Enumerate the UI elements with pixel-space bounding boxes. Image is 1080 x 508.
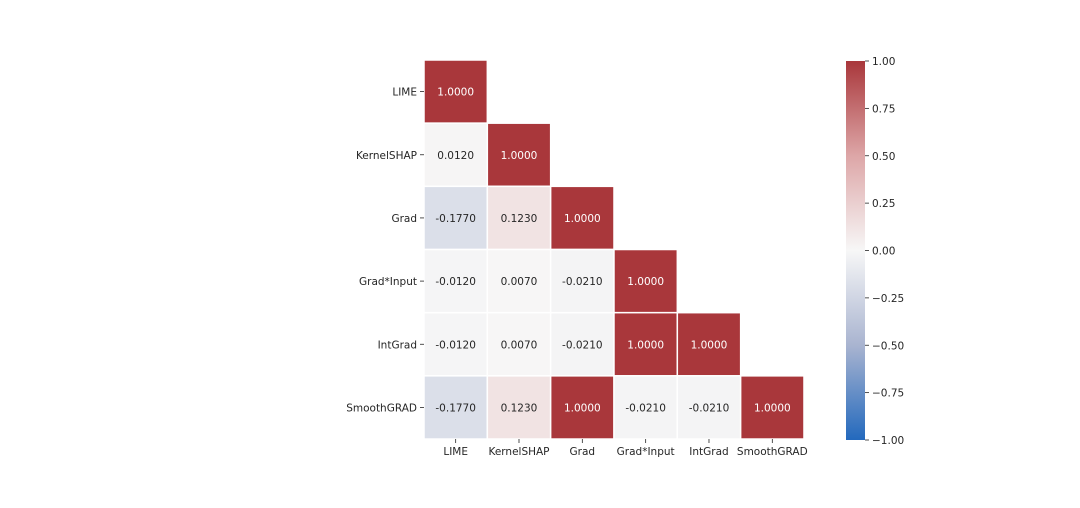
cell-value-label: 1.0000 [437, 87, 474, 99]
heatmap-cell [486, 248, 552, 314]
heatmap-cell [613, 248, 679, 314]
y-tick-label: Grad*Input [359, 276, 417, 288]
colorbar-tick-label: 0.25 [872, 198, 895, 210]
colorbar: 1.00 0.75 0.50 0.25 0.00 −0.25 −0.50 −0.75 −1.00 [846, 56, 904, 447]
heatmap-cell [423, 122, 489, 188]
cell-value-label: -0.0210 [625, 402, 666, 414]
y-tick-label: SmoothGRAD [346, 402, 417, 414]
colorbar-tick-label: −0.50 [872, 340, 904, 352]
cell-value-label: -0.0210 [562, 339, 603, 351]
heatmap-cell [739, 375, 805, 440]
x-tick-label: LIME [443, 446, 468, 458]
heatmap-cells [423, 59, 805, 440]
cell-value-label: 1.0000 [691, 339, 728, 351]
heatmap-cell [549, 375, 615, 440]
colorbar-tick-label: 1.00 [872, 56, 895, 68]
cell-value-label: 0.0070 [501, 339, 538, 351]
cell-value-label: -0.0210 [562, 276, 603, 288]
cell-value-label: 1.0000 [564, 213, 601, 225]
colorbar-tick-label: 0.75 [872, 103, 895, 115]
heatmap-cell [613, 375, 679, 440]
heatmap-cell [486, 375, 552, 440]
x-tick-label: KernelSHAP [488, 446, 549, 458]
cell-value-label: -0.1770 [435, 402, 476, 414]
heatmap-cell [676, 375, 742, 440]
cell-value-label: 1.0000 [564, 402, 601, 414]
cell-value-label: 0.0070 [501, 276, 538, 288]
cell-value-label: -0.0210 [689, 402, 730, 414]
y-tick-label: IntGrad [378, 339, 417, 351]
cell-value-label: 1.0000 [627, 276, 664, 288]
x-tick-label: Grad*Input [617, 446, 675, 458]
y-tick-label: KernelSHAP [356, 150, 417, 162]
cell-value-label: -0.0120 [435, 339, 476, 351]
x-tick-label: SmoothGRAD [737, 446, 808, 458]
colorbar-tick-label: −0.75 [872, 388, 904, 400]
cell-value-label: 1.0000 [501, 150, 538, 162]
heatmap-cell-labels: 1.0000 0.0120 1.0000 -0.1770 0.1230 1.0000 -0.… [435, 87, 790, 415]
x-axis: LIME KernelSHAP Grad Grad*Input IntGrad Smoot… [443, 439, 808, 458]
colorbar-tick-label: −1.00 [872, 435, 904, 447]
heatmap-cell [549, 185, 615, 251]
y-tick-label: LIME [392, 87, 417, 99]
cell-value-label: 0.1230 [501, 213, 538, 225]
heatmap-cell [486, 311, 552, 377]
y-axis: LIME KernelSHAP Grad Grad*Input IntGrad Smoot… [346, 87, 424, 414]
colorbar-tick-label: −0.25 [872, 293, 904, 305]
x-tick-label: Grad [570, 446, 596, 458]
cell-value-label: -0.1770 [435, 213, 476, 225]
cell-value-label: -0.0120 [435, 276, 476, 288]
cell-value-label: 0.1230 [501, 402, 538, 414]
colorbar-tick-label: 0.50 [872, 151, 895, 163]
cell-value-label: 0.0120 [437, 150, 474, 162]
colorbar-tick-label: 0.00 [872, 246, 895, 258]
x-tick-label: IntGrad [689, 446, 728, 458]
heatmap-cell [613, 311, 679, 377]
cell-value-label: 1.0000 [627, 339, 664, 351]
colorbar-gradient [846, 61, 865, 440]
y-tick-label: Grad [391, 213, 417, 225]
cell-value-label: 1.0000 [754, 402, 791, 414]
